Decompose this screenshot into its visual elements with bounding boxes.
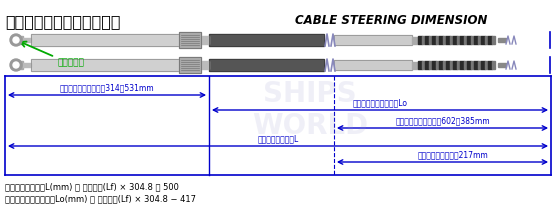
Bar	[334, 35, 412, 45]
Bar	[432, 36, 436, 44]
Bar	[470, 61, 474, 69]
Bar	[428, 36, 432, 44]
Bar	[474, 61, 478, 69]
Bar	[31, 34, 179, 46]
Bar	[450, 36, 453, 44]
Bar	[498, 38, 506, 42]
Bar	[446, 61, 450, 69]
Bar	[179, 32, 201, 48]
Bar	[436, 36, 439, 44]
Text: ケーブル総長さ：L: ケーブル総長さ：L	[258, 134, 298, 143]
Bar	[439, 36, 442, 44]
Bar	[209, 59, 324, 71]
Circle shape	[13, 37, 19, 43]
Bar	[453, 36, 456, 44]
Text: 可動ストローク：約217mm: 可動ストローク：約217mm	[417, 150, 488, 159]
Text: CABLE STEERING DIMENSION: CABLE STEERING DIMENSION	[295, 14, 487, 27]
Bar	[498, 63, 506, 67]
Bar	[456, 61, 460, 69]
Bar	[179, 57, 201, 73]
Bar	[422, 61, 425, 69]
Bar	[432, 61, 436, 69]
Bar	[334, 35, 412, 45]
Bar	[456, 36, 460, 44]
Bar	[450, 61, 453, 69]
Bar	[481, 36, 484, 44]
Bar	[16, 36, 23, 44]
Text: エンジン側突出し：約314〜531mm: エンジン側突出し：約314〜531mm	[60, 83, 155, 92]
Bar	[179, 57, 201, 73]
Bar	[492, 36, 495, 44]
Bar	[209, 34, 324, 46]
Bar	[31, 59, 179, 71]
Bar	[470, 36, 474, 44]
Bar	[201, 61, 209, 69]
Bar	[422, 36, 425, 44]
Bar	[464, 61, 467, 69]
Bar	[484, 36, 488, 44]
Bar	[481, 61, 484, 69]
Bar	[488, 36, 492, 44]
Text: ハンドル側突出し：約602〜385mm: ハンドル側突出し：約602〜385mm	[395, 116, 490, 125]
Bar	[436, 61, 439, 69]
Bar	[179, 32, 201, 48]
Bar	[418, 61, 422, 69]
Text: アウターケーブル長：Lo: アウターケーブル長：Lo	[352, 98, 408, 107]
Text: セーフＴメカハンケーブル: セーフＴメカハンケーブル	[5, 14, 120, 29]
Bar	[439, 61, 442, 69]
Bar	[460, 36, 464, 44]
Text: アウターケーブル長：Lo(mm) ＝ 表記長さ(Lf) × 304.8 − 417: アウターケーブル長：Lo(mm) ＝ 表記長さ(Lf) × 304.8 − 41…	[5, 194, 196, 203]
Bar	[478, 36, 481, 44]
Bar	[412, 62, 418, 68]
Bar	[484, 61, 488, 69]
Bar	[442, 36, 446, 44]
Circle shape	[13, 62, 19, 68]
Bar	[334, 60, 412, 70]
Bar	[412, 37, 418, 43]
Bar	[474, 36, 478, 44]
Bar	[467, 61, 470, 69]
Bar	[334, 60, 412, 70]
Text: ストローク: ストローク	[57, 58, 84, 67]
Bar	[425, 61, 428, 69]
Bar	[31, 34, 179, 46]
Bar	[442, 61, 446, 69]
Bar	[460, 61, 464, 69]
Bar	[209, 34, 324, 46]
Bar	[478, 61, 481, 69]
Bar	[201, 36, 209, 44]
Bar	[488, 61, 492, 69]
Bar	[492, 61, 495, 69]
Bar	[16, 61, 23, 69]
Bar	[425, 36, 428, 44]
Circle shape	[10, 34, 22, 46]
Bar	[446, 36, 450, 44]
Bar	[31, 59, 179, 71]
Bar	[209, 59, 324, 71]
Bar	[453, 61, 456, 69]
Circle shape	[10, 59, 22, 71]
Bar	[23, 38, 31, 42]
Text: SHIPS
WORLD: SHIPS WORLD	[252, 80, 368, 140]
Bar	[464, 36, 467, 44]
Bar	[23, 63, 31, 67]
Bar	[418, 36, 422, 44]
Bar	[428, 61, 432, 69]
Text: ケーブル総長さ：L(mm) ＝ 表記長さ(Lf) × 304.8 ＋ 500: ケーブル総長さ：L(mm) ＝ 表記長さ(Lf) × 304.8 ＋ 500	[5, 182, 179, 191]
Bar	[467, 36, 470, 44]
